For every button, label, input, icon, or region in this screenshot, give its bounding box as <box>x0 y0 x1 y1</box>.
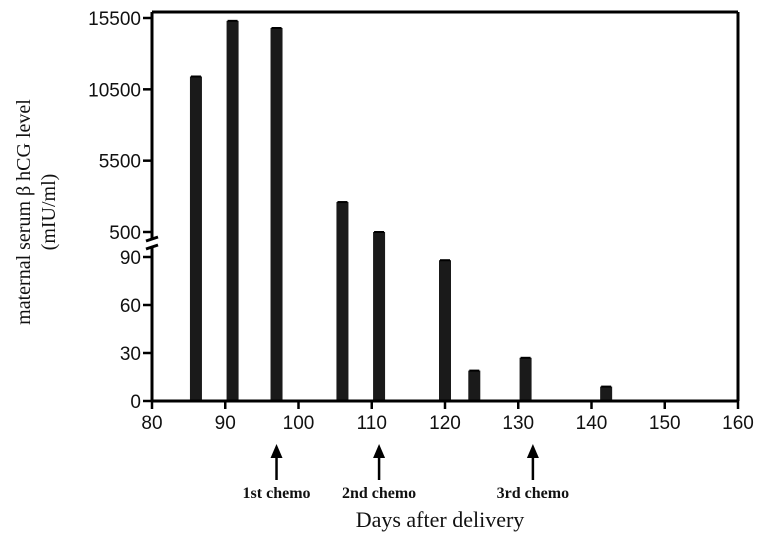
y-tick-label: 500 <box>109 223 141 244</box>
y-tick-label: 30 <box>120 344 141 365</box>
y-tick-label: 0 <box>130 392 141 413</box>
bar <box>189 76 202 401</box>
chemo-arrow-head <box>270 444 283 458</box>
bar <box>600 386 613 401</box>
x-axis-title: Days after delivery <box>356 507 525 532</box>
chemo-arrow-head <box>526 444 539 458</box>
bar <box>336 202 349 401</box>
chemo-annotations: 1st chemo 2nd chemo 3rd chemo <box>243 444 569 502</box>
x-tick-label: 130 <box>502 413 534 434</box>
bar <box>468 370 481 401</box>
axis-break-mark-lower <box>145 243 159 251</box>
bar <box>439 260 451 401</box>
x-tick-label: 110 <box>357 413 387 434</box>
x-tick-label: 120 <box>429 413 461 434</box>
x-tick-label: 100 <box>283 413 315 434</box>
y-tick-label: 10500 <box>88 80 141 101</box>
x-tick-label: 160 <box>722 413 754 434</box>
y-axis-title-line2: (mIU/ml) <box>38 174 60 251</box>
plot-area <box>152 10 740 401</box>
y-tick-label: 15500 <box>88 9 141 30</box>
chemo-arrow-head <box>373 444 386 458</box>
axis-break-mark-upper <box>145 235 159 243</box>
y-tick-label: 90 <box>120 248 141 269</box>
chemo-label: 1st chemo <box>243 485 311 502</box>
chemo-label: 2nd chemo <box>342 485 416 502</box>
x-tick-label: 90 <box>215 413 236 434</box>
bar <box>373 232 386 401</box>
x-tick-label: 80 <box>141 413 162 434</box>
y-tick-label: 60 <box>120 296 141 317</box>
bar <box>226 20 239 401</box>
bar <box>270 27 283 402</box>
axes-group: 80 90 100 110 120 130 140 150 160 0 30 60 90 500 5500 1… <box>88 9 754 434</box>
chemo-label: 3rd chemo <box>497 485 569 502</box>
y-axis-title-line1: maternal serum β hCG level <box>13 99 35 325</box>
x-tick-label: 140 <box>576 413 608 434</box>
x-tick-label: 150 <box>649 413 681 434</box>
y-tick-label: 5500 <box>99 152 141 173</box>
bars-group <box>189 19 613 402</box>
bar <box>519 357 532 401</box>
